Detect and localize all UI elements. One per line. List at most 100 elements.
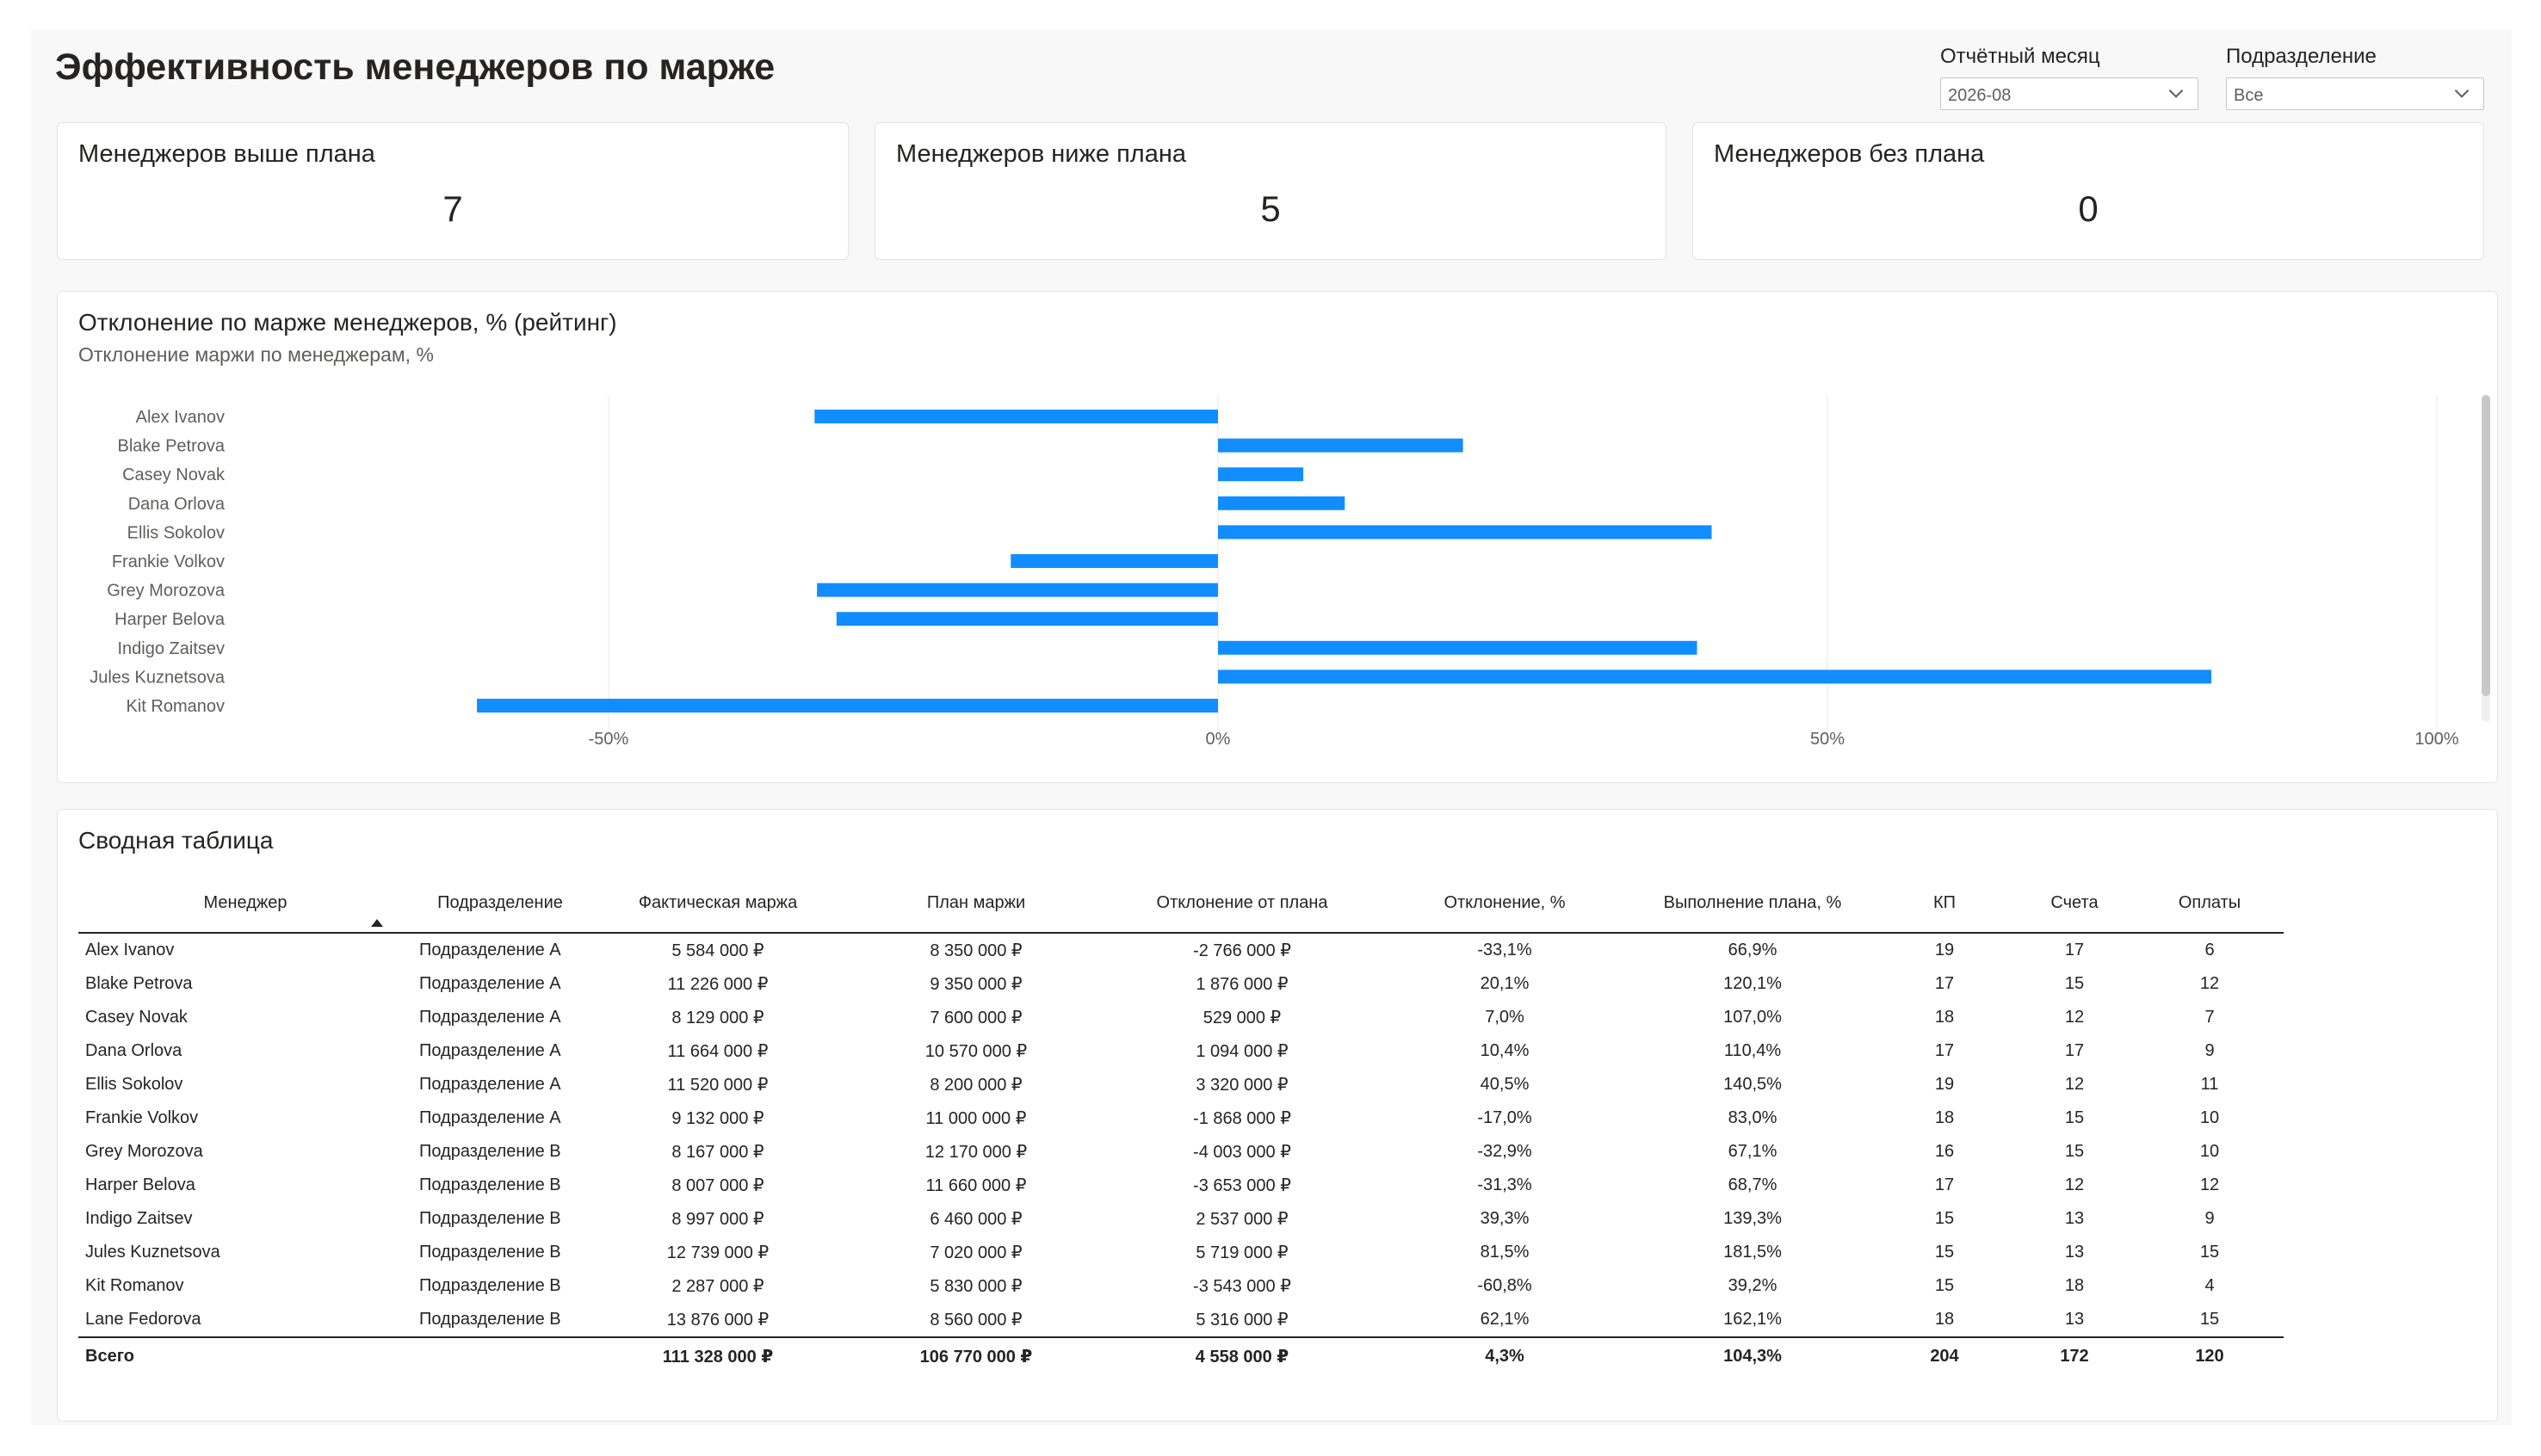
bar-ellis-sokolov[interactable] [1218,525,1712,540]
cell-deviation-pct: 81,5% [1480,1243,1530,1262]
column-header-payments[interactable]: Оплаты [2136,873,2284,934]
cell-plan-completion: 162,1% [1723,1310,1782,1329]
table-row[interactable]: Lane Fedorova Подразделение B 13 876 000 ₽… [78,1303,2284,1337]
cell-deviation: 1 094 000 ₽ [1196,1042,1289,1061]
column-header-invoices[interactable]: Счета [2013,873,2136,934]
y-category-label: Alex Ivanov [136,408,225,427]
sort-ascending-icon[interactable] [371,919,383,927]
bar-jules-kuznetsova[interactable] [1218,669,2212,684]
cell-actual-margin: 8 129 000 ₽ [671,1009,764,1027]
cell-deviation-pct: 7,0% [1485,1008,1524,1027]
cell-kp: 18 [1934,1008,1955,1027]
y-category-label: Grey Morozova [107,582,226,601]
bar-harper-belova[interactable] [836,612,1218,626]
cell-plan-completion: 39,2% [1728,1276,1777,1295]
cell-plan-margin: 7 020 000 ₽ [930,1243,1023,1262]
division-dropdown[interactable]: Все [2226,77,2484,110]
y-category-label: Jules Kuznetsova [90,668,226,687]
kpi-card-no-plan: Менеджеров без плана 0 [1692,122,2484,260]
table-row[interactable]: Casey Novak Подразделение A 8 129 000 ₽ 7 6… [78,1001,2284,1034]
x-tick-label: -50% [589,730,629,749]
bar-frankie-volkov[interactable] [1011,554,1218,568]
table-row[interactable]: Grey Morozova Подразделение B 8 167 000 ₽ 1… [78,1135,2284,1169]
month-dropdown[interactable]: 2026-08 [1940,77,2198,110]
bar-blake-petrova[interactable] [1218,438,1463,453]
cell-deviation-pct: 40,5% [1480,1075,1530,1094]
column-header-plan-completion[interactable]: Выполнение плана, % [1629,873,1876,934]
column-header-kp[interactable]: КП [1876,873,2013,934]
cell-payments: 9 [2204,1209,2215,1228]
page-title: Эффективность менеджеров по марже [55,46,776,88]
column-header-division[interactable]: Подразделение [412,873,588,934]
cell-deviation-pct: -31,3% [1477,1175,1532,1194]
chart-scrollbar[interactable] [2482,395,2490,722]
total-cell-kp: 204 [1876,1336,2013,1374]
x-tick-label: 0% [1206,730,1231,749]
cell-deviation: 2 537 000 ₽ [1196,1210,1289,1229]
column-header-manager[interactable]: Менеджер [78,873,412,934]
cell-deviation-pct: 62,1% [1480,1310,1530,1329]
table-row[interactable]: Harper Belova Подразделение B 8 007 000 ₽ 1… [78,1169,2284,1202]
cell-plan-completion: 120,1% [1723,974,1782,993]
table-row[interactable]: Jules Kuznetsova Подразделение B 12 739 00… [78,1236,2284,1269]
column-header-actual-margin[interactable]: Фактическая маржа [588,873,848,934]
y-category-label: Frankie Volkov [112,552,225,571]
cell-division: Подразделение B [419,1175,561,1194]
total-cell-actual-margin: 111 328 000 ₽ [588,1336,848,1374]
table-row[interactable]: Ellis Sokolov Подразделение A 11 520 000 ₽… [78,1068,2284,1101]
cell-manager: Kit Romanov [85,1276,184,1295]
cell-plan-margin: 11 000 000 ₽ [925,1109,1027,1128]
cell-invoices: 17 [2064,1041,2085,1060]
cell-invoices: 15 [2064,1108,2085,1127]
y-category-label: Ellis Sokolov [127,523,225,542]
cell-actual-margin: 8 007 000 ₽ [671,1176,764,1195]
division-dropdown-value: Все [2234,86,2264,105]
cell-plan-margin: 7 600 000 ₽ [930,1009,1023,1027]
cell-actual-margin: 5 584 000 ₽ [671,941,764,960]
bar-dana-orlova[interactable] [1218,496,1345,510]
column-header-deviation-pct[interactable]: Отклонение, % [1380,873,1629,934]
cell-division: Подразделение A [419,941,561,959]
cell-division: Подразделение B [419,1243,561,1262]
table-row[interactable]: Dana Orlova Подразделение A 11 664 000 ₽ 10… [78,1034,2284,1068]
cell-actual-margin: 11 520 000 ₽ [667,1076,769,1095]
column-header-deviation[interactable]: Отклонение от плана [1104,873,1380,934]
bar-casey-novak[interactable] [1218,467,1304,482]
summary-table: Менеджер Подразделение Фактическая маржа… [78,873,2284,1374]
cell-actual-margin: 11 226 000 ₽ [667,975,769,994]
cell-plan-completion: 107,0% [1723,1008,1782,1027]
kpi-card-above-plan: Менеджеров выше плана 7 [57,122,849,260]
y-category-label: Indigo Zaitsev [117,639,225,658]
cell-payments: 12 [2199,974,2220,993]
cell-invoices: 17 [2064,941,2085,959]
bar-kit-romanov[interactable] [477,699,1218,713]
cell-deviation: -2 766 000 ₽ [1193,941,1291,960]
total-cell-deviation-pct: 4,3% [1380,1336,1629,1374]
cell-manager: Indigo Zaitsev [85,1209,193,1228]
summary-table-panel: Сводная таблица Менеджер Подразделение Ф… [57,809,2498,1422]
bar-alex-ivanov[interactable] [814,410,1218,423]
table-row[interactable]: Kit Romanov Подразделение B 2 287 000 ₽ 5 8… [78,1269,2284,1303]
cell-plan-margin: 11 660 000 ₽ [925,1176,1027,1195]
total-cell-plan-margin: 106 770 000 ₽ [848,1336,1104,1374]
chart-scrollbar-thumb[interactable] [2482,395,2490,696]
cell-plan-margin: 10 570 000 ₽ [924,1042,1028,1061]
chevron-down-icon [2168,89,2184,98]
cell-manager: Alex Ivanov [85,941,175,959]
cell-invoices: 13 [2064,1209,2085,1228]
table-row[interactable]: Indigo Zaitsev Подразделение B 8 997 000 ₽… [78,1202,2284,1236]
bar-grey-morozova[interactable] [817,583,1218,597]
table-row[interactable]: Alex Ivanov Подразделение A 5 584 000 ₽ 8 3… [78,933,2284,967]
cell-invoices: 12 [2064,1008,2085,1027]
cell-payments: 15 [2199,1243,2220,1262]
cell-plan-completion: 140,5% [1723,1075,1782,1094]
bar-indigo-zaitsev[interactable] [1218,640,1697,655]
table-row[interactable]: Blake Petrova Подразделение A 11 226 000 ₽… [78,967,2284,1001]
kpi-card-value: 7 [442,188,463,229]
column-header-plan-margin[interactable]: План маржи [848,873,1104,934]
table-row[interactable]: Frankie Volkov Подразделение A 9 132 000 ₽… [78,1101,2284,1135]
total-cell-division [412,1336,588,1374]
cell-manager: Harper Belova [85,1175,195,1194]
kpi-card-label: Менеджеров выше плана [78,140,375,168]
cell-deviation-pct: 10,4% [1480,1041,1530,1060]
